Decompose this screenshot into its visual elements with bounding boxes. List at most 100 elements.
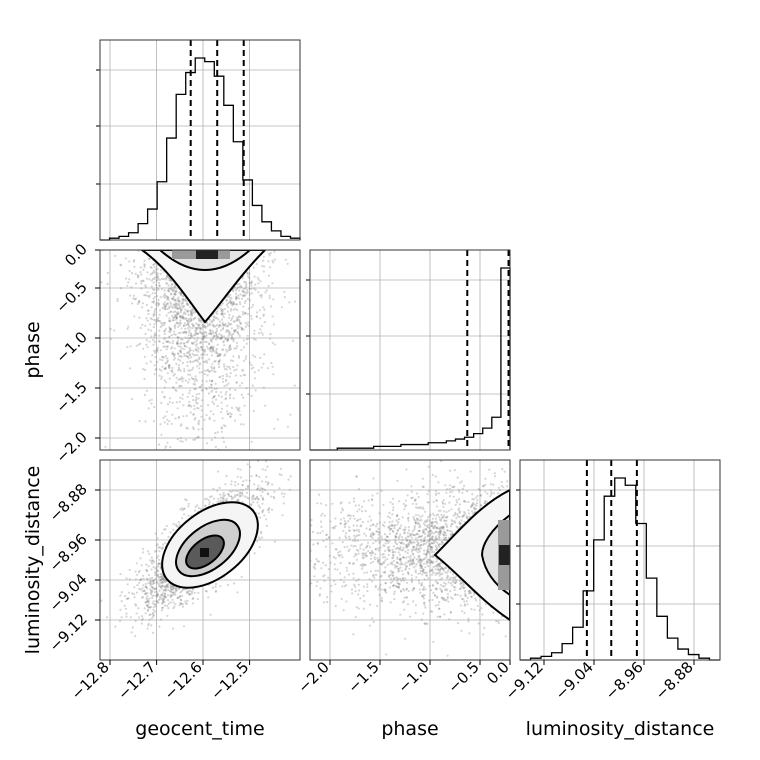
pair-panel-geocent_time-vs-phase-sample bbox=[154, 292, 157, 295]
pair-panel-geocent_time-vs-luminosity_distance-sample bbox=[194, 509, 197, 512]
pair-panel-geocent_time-vs-phase-sample bbox=[158, 334, 161, 337]
pair-panel-geocent_time-vs-phase-sample bbox=[211, 397, 214, 400]
pair-panel-geocent_time-vs-phase-sample bbox=[153, 263, 156, 266]
pair-panel-geocent_time-vs-phase-sample bbox=[166, 441, 169, 444]
pair-panel-geocent_time-vs-phase-sample bbox=[134, 272, 137, 276]
pair-panel-geocent_time-vs-phase-sample bbox=[144, 284, 147, 287]
pair-panel-geocent_time-vs-phase-sample bbox=[172, 319, 175, 322]
pair-panel-geocent_time-vs-phase-sample bbox=[164, 296, 167, 299]
pair-panel-geocent_time-vs-phase-sample bbox=[237, 327, 240, 330]
pair-panel-geocent_time-vs-phase-sample bbox=[164, 327, 167, 330]
pair-panel-geocent_time-vs-luminosity_distance-sample bbox=[134, 570, 137, 573]
pair-panel-geocent_time-vs-phase-sample bbox=[156, 278, 159, 281]
pair-panel-geocent_time-vs-phase-sample bbox=[210, 350, 213, 353]
pair-panel-geocent_time-vs-phase-sample bbox=[193, 418, 196, 421]
pair-panel-geocent_time-vs-phase-sample bbox=[152, 271, 155, 274]
pair-panel-geocent_time-vs-phase-sample bbox=[260, 366, 263, 369]
pair-panel-geocent_time-vs-phase-sample bbox=[235, 295, 238, 298]
hist-panel-luminosity_distance-border bbox=[519, 459, 721, 661]
pair-panel-geocent_time-vs-luminosity_distance-sample bbox=[151, 589, 154, 593]
pair-panel-geocent_time-vs-luminosity_distance-sample bbox=[187, 589, 190, 592]
pair-panel-geocent_time-vs-phase-sample bbox=[223, 344, 226, 347]
pair-panel-geocent_time-vs-phase-sample bbox=[210, 383, 213, 386]
pair-panel-geocent_time-vs-phase-sample bbox=[194, 438, 197, 441]
pair-panel-geocent_time-vs-phase-sample bbox=[222, 424, 226, 427]
pair-panel-geocent_time-vs-luminosity_distance-sample bbox=[271, 483, 274, 486]
pair-panel-geocent_time-vs-phase-sample bbox=[181, 316, 184, 319]
pair-panel-geocent_time-vs-luminosity_distance-sample bbox=[230, 480, 233, 483]
pair-panel-geocent_time-vs-phase-sample bbox=[100, 281, 103, 284]
pair-panel-geocent_time-vs-phase-sample bbox=[137, 343, 140, 346]
pair-panel-geocent_time-vs-phase-sample bbox=[231, 304, 234, 307]
pair-panel-geocent_time-vs-phase-sample bbox=[200, 319, 203, 322]
pair-panel-geocent_time-vs-phase-sample bbox=[218, 354, 221, 357]
pair-panel-geocent_time-vs-phase-sample bbox=[152, 314, 155, 318]
pair-panel-geocent_time-vs-phase-sample bbox=[223, 368, 227, 371]
pair-panel-geocent_time-vs-phase-sample bbox=[160, 288, 164, 291]
pair-panel-geocent_time-vs-phase-sample bbox=[174, 284, 177, 288]
pair-panel-geocent_time-vs-luminosity_distance-sample bbox=[128, 578, 131, 581]
pair-panel-geocent_time-vs-phase-sample bbox=[189, 332, 193, 335]
pair-panel-geocent_time-vs-phase-sample bbox=[208, 370, 211, 373]
pair-panel-geocent_time-vs-phase-sample bbox=[256, 311, 259, 314]
pair-panel-geocent_time-vs-luminosity_distance-sample bbox=[135, 612, 138, 615]
pair-panel-geocent_time-vs-phase-sample bbox=[232, 302, 235, 305]
pair-panel-geocent_time-vs-luminosity_distance-sample bbox=[161, 606, 164, 610]
pair-panel-geocent_time-vs-phase-sample bbox=[195, 436, 198, 439]
pair-panel-geocent_time-vs-luminosity_distance-sample bbox=[211, 586, 215, 589]
pair-panel-geocent_time-vs-phase-sample bbox=[213, 366, 216, 369]
pair-panel-geocent_time-vs-phase-sample bbox=[185, 317, 188, 320]
pair-panel-geocent_time-vs-phase-sample bbox=[184, 379, 187, 382]
pair-panel-geocent_time-vs-phase-sample bbox=[156, 361, 159, 364]
pair-panel-geocent_time-vs-phase-sample bbox=[181, 314, 184, 317]
pair-panel-geocent_time-vs-phase-sample bbox=[207, 323, 210, 326]
pair-panel-geocent_time-vs-phase-sample bbox=[179, 315, 182, 318]
pair-panel-geocent_time-vs-phase-sample bbox=[142, 268, 145, 271]
pair-panel-geocent_time-vs-luminosity_distance-sample bbox=[147, 600, 150, 603]
pair-panel-geocent_time-vs-phase-sample bbox=[190, 335, 193, 338]
pair-panel-geocent_time-vs-phase-sample bbox=[197, 435, 200, 438]
pair-panel-geocent_time-vs-luminosity_distance-sample bbox=[181, 603, 184, 606]
pair-panel-geocent_time-vs-phase-sample bbox=[170, 292, 173, 295]
pair-panel-geocent_time-vs-luminosity_distance-sample bbox=[161, 594, 164, 598]
pair-panel-geocent_time-vs-luminosity_distance-sample bbox=[239, 476, 242, 479]
pair-panel-geocent_time-vs-phase-sample bbox=[226, 410, 229, 413]
pair-panel-geocent_time-vs-phase-sample bbox=[133, 265, 136, 268]
pair-panel-geocent_time-vs-phase-sample bbox=[248, 281, 251, 284]
pair-panel-geocent_time-vs-luminosity_distance-sample bbox=[141, 574, 145, 577]
pair-panel-geocent_time-vs-phase-sample bbox=[153, 351, 157, 354]
pair-panel-geocent_time-vs-phase-sample bbox=[179, 440, 182, 443]
pair-panel-geocent_time-vs-phase-sample bbox=[262, 255, 265, 258]
pair-panel-geocent_time-vs-luminosity_distance-sample bbox=[124, 607, 128, 610]
pair-panel-geocent_time-vs-phase-sample bbox=[209, 329, 212, 332]
pair-panel-geocent_time-vs-phase-sample bbox=[167, 289, 170, 292]
pair-panel-geocent_time-vs-luminosity_distance-sample bbox=[241, 483, 244, 486]
pair-panel-geocent_time-vs-phase-sample bbox=[194, 331, 197, 334]
pair-panel-geocent_time-vs-phase-sample bbox=[250, 282, 253, 285]
pair-panel-geocent_time-vs-luminosity_distance-sample bbox=[157, 585, 160, 588]
pair-panel-geocent_time-vs-luminosity_distance-sample bbox=[182, 625, 186, 628]
pair-panel-geocent_time-vs-phase-sample bbox=[214, 432, 217, 435]
pair-panel-geocent_time-vs-luminosity_distance-sample bbox=[151, 594, 154, 597]
pair-panel-geocent_time-vs-luminosity_distance-sample bbox=[139, 578, 142, 582]
pair-panel-geocent_time-vs-phase-sample bbox=[173, 303, 176, 306]
pair-panel-geocent_time-vs-phase-sample bbox=[150, 398, 153, 401]
pair-panel-geocent_time-vs-luminosity_distance-sample bbox=[185, 499, 188, 502]
pair-panel-geocent_time-vs-phase-sample bbox=[197, 423, 200, 426]
pair-panel-geocent_time-vs-luminosity_distance-sample bbox=[135, 604, 138, 607]
pair-panel-geocent_time-vs-luminosity_distance-sample bbox=[146, 578, 149, 581]
pair-panel-geocent_time-vs-phase-sample bbox=[132, 297, 135, 300]
pair-panel-geocent_time-vs-phase-sample bbox=[259, 356, 262, 359]
pair-panel-geocent_time-vs-luminosity_distance-sample bbox=[126, 597, 129, 601]
pair-panel-geocent_time-vs-phase-sample bbox=[157, 303, 160, 306]
pair-panel-geocent_time-vs-phase-sample bbox=[209, 332, 212, 335]
pair-panel-geocent_time-vs-phase-sample bbox=[177, 300, 180, 303]
pair-panel-geocent_time-vs-phase-sample bbox=[280, 306, 283, 309]
pair-panel-geocent_time-vs-luminosity_distance-sample bbox=[152, 606, 155, 609]
pair-panel-geocent_time-vs-phase-sample bbox=[174, 324, 177, 327]
pair-panel-geocent_time-vs-phase-sample bbox=[214, 331, 217, 334]
pair-panel-geocent_time-vs-phase-sample bbox=[236, 324, 239, 327]
pair-panel-geocent_time-vs-luminosity_distance-sample bbox=[162, 598, 165, 601]
pair-panel-geocent_time-vs-phase-sample bbox=[232, 397, 235, 400]
pair-panel-geocent_time-vs-phase-sample bbox=[222, 323, 225, 327]
